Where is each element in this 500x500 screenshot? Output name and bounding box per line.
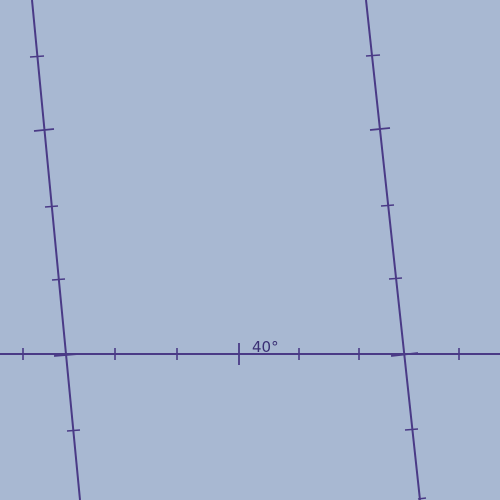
meridian-major-tick	[390, 352, 419, 357]
meridian-tick	[29, 55, 45, 58]
parallel-ticks	[22, 343, 460, 365]
meridian-major-tick	[53, 353, 79, 357]
parallel-label: 40°	[252, 338, 279, 356]
meridian-tick	[365, 54, 381, 57]
meridian-tick	[380, 204, 395, 207]
meridian-tick	[51, 278, 66, 281]
meridian-major-tick	[33, 128, 55, 132]
meridian-tick	[388, 277, 403, 280]
meridian-tick	[404, 428, 419, 431]
meridian-left-line	[31, 0, 81, 500]
meridian-major-tick	[369, 127, 391, 131]
meridian-tick	[66, 429, 81, 432]
meridian-tick	[417, 497, 427, 500]
meridian-right-line	[365, 0, 421, 500]
meridian-left-ticks	[29, 55, 81, 432]
meridian-tick	[44, 205, 59, 208]
meridian-right-ticks	[365, 54, 419, 431]
